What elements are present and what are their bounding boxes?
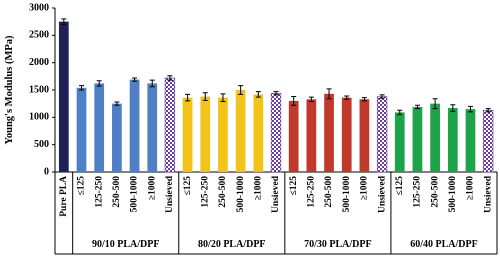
x-tick-label: ≥1000 <box>254 176 264 200</box>
bar <box>376 96 388 173</box>
bar <box>253 94 264 172</box>
x-tick-label: 500-1000 <box>130 176 140 213</box>
bar <box>147 83 158 172</box>
bar <box>218 97 228 172</box>
bar <box>482 109 494 173</box>
x-tick-label: 250-500 <box>218 176 228 208</box>
bar <box>288 100 299 172</box>
group-label: 80/20 PLA/DPF <box>198 239 266 250</box>
bar <box>112 103 122 172</box>
x-tick-label: 125-250 <box>200 176 210 208</box>
bar <box>94 83 105 172</box>
y-axis-label: Young's Modulus (MPa) <box>4 35 15 145</box>
y-tick-label: 0 <box>44 166 49 177</box>
x-tick-label: 250-500 <box>430 176 440 208</box>
x-tick-label: ≤125 <box>183 176 193 196</box>
group-label: 90/10 PLA/DPF <box>92 239 160 250</box>
y-tick-label: 1500 <box>29 84 49 95</box>
error-bar <box>114 101 120 106</box>
x-tick-label: Unsieved <box>483 175 493 213</box>
error-bar <box>326 88 332 100</box>
x-tick-label: 500-1000 <box>236 176 246 213</box>
error-bar <box>132 77 138 82</box>
y-tick-label: 2000 <box>29 57 49 68</box>
bar <box>58 21 69 172</box>
error-bar <box>344 95 350 100</box>
x-tick-label: 500-1000 <box>342 176 352 213</box>
error-bar <box>202 92 208 101</box>
y-tick-label: 3000 <box>29 2 49 13</box>
bar <box>412 106 423 172</box>
bar <box>324 93 334 172</box>
error-bar <box>167 75 173 81</box>
error-bar <box>308 96 314 102</box>
x-tick-label: 125-250 <box>413 176 423 208</box>
error-bar <box>255 91 261 98</box>
bar <box>306 99 317 172</box>
x-tick-label: ≤125 <box>77 176 87 196</box>
error-bar <box>273 91 279 96</box>
x-tick-label: Unsieved <box>377 175 387 213</box>
bar <box>129 79 140 172</box>
group-label: 60/40 PLA/DPF <box>410 239 478 250</box>
x-tick-label: ≤125 <box>395 176 405 196</box>
x-tick-label: 125-250 <box>94 176 104 208</box>
bar <box>465 109 476 172</box>
bar <box>182 97 193 172</box>
error-bar <box>238 85 244 95</box>
error-bar <box>397 109 403 116</box>
error-bar <box>432 98 438 110</box>
y-tick-label: 1000 <box>29 112 49 123</box>
error-bar <box>96 80 102 87</box>
error-bar <box>467 105 473 113</box>
bar <box>235 90 246 172</box>
y-tick-label: 500 <box>34 139 49 150</box>
error-bar <box>61 18 67 25</box>
y-tick-label: 2500 <box>29 30 49 41</box>
bar <box>270 92 282 173</box>
x-tick-label: Unsieved <box>271 175 281 213</box>
bar <box>76 87 87 172</box>
bar <box>447 108 458 172</box>
error-bar <box>79 85 85 91</box>
group-label: 70/30 PLA/DPF <box>304 239 372 250</box>
x-tick-label: ≥1000 <box>147 176 157 200</box>
x-tick-label: ≤125 <box>289 176 299 196</box>
x-tick-label: ≥1000 <box>360 176 370 200</box>
bar <box>164 77 176 173</box>
x-tick-label: Unsieved <box>165 175 175 213</box>
x-tick-label: 250-500 <box>112 176 122 208</box>
x-tick-label: Pure PLA <box>59 176 69 217</box>
bar <box>341 97 352 172</box>
bar <box>200 96 211 172</box>
bar <box>394 112 405 172</box>
error-bar <box>291 96 297 106</box>
error-bar <box>450 104 456 112</box>
bar <box>430 103 440 172</box>
x-tick-label: 250-500 <box>324 176 334 208</box>
error-bar <box>220 93 226 102</box>
x-tick-label: ≥1000 <box>466 176 476 200</box>
error-bar <box>485 108 491 113</box>
error-bar <box>379 94 385 99</box>
error-bar <box>185 93 191 102</box>
error-bar <box>361 97 367 102</box>
error-bar <box>414 104 420 110</box>
bar <box>359 99 370 172</box>
x-tick-label: 125-250 <box>307 176 317 208</box>
error-bar <box>149 79 155 88</box>
x-tick-label: 500-1000 <box>448 176 458 213</box>
